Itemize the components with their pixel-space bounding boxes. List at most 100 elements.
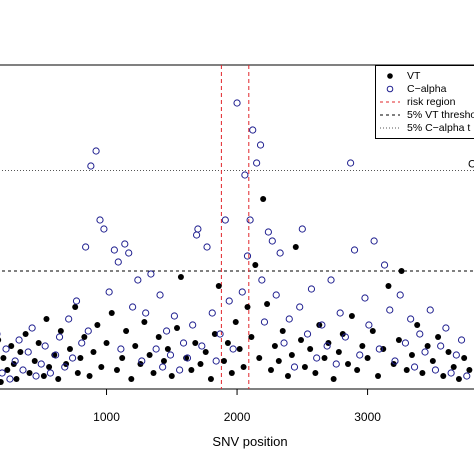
calpha-point — [303, 330, 312, 338]
vt-point — [90, 349, 97, 355]
calpha-point — [386, 306, 394, 314]
calpha-point — [117, 345, 125, 353]
calpha-point — [447, 369, 455, 377]
vt-point — [46, 364, 53, 370]
vt-point — [240, 364, 247, 370]
vt-point — [224, 340, 231, 346]
vt-point — [330, 376, 337, 382]
calpha-point — [46, 369, 55, 377]
vt-point — [307, 346, 314, 352]
calpha-point — [61, 363, 69, 371]
vt-point — [228, 370, 235, 376]
calpha-point — [318, 321, 326, 329]
vt-point — [288, 352, 295, 358]
calpha-point — [198, 342, 206, 350]
vt-point — [466, 367, 473, 373]
vt-point — [419, 370, 426, 376]
calpha-point — [285, 315, 293, 323]
vt-point — [429, 358, 436, 364]
vt-point — [155, 334, 162, 340]
vt-point — [284, 373, 291, 379]
x-axis: 0100020003000 — [93, 389, 381, 424]
calpha-point — [327, 276, 335, 284]
x-tick-label: 1000 — [93, 410, 120, 424]
calpha-point — [380, 261, 389, 269]
calpha-point — [84, 327, 92, 335]
vt-point — [74, 370, 81, 376]
vt-point — [211, 331, 218, 337]
calpha-point — [11, 357, 19, 365]
calpha-point — [24, 348, 32, 356]
x-tick-label: 3000 — [354, 410, 381, 424]
calpha-point — [370, 237, 378, 245]
legend-item-risk-region: risk region — [376, 96, 474, 108]
vt-point — [256, 355, 263, 361]
calpha-point — [170, 312, 178, 320]
legend-item-calpha: C−alpha — [376, 83, 474, 95]
legend-item-calpha-threshold: 5% C−alpha t — [376, 122, 474, 134]
calpha-point — [216, 330, 224, 338]
vt-point — [150, 370, 157, 376]
calpha-point — [243, 252, 252, 260]
calpha-point — [341, 333, 349, 341]
vt-point — [260, 196, 267, 202]
legend-label: 5% VT thresho — [407, 109, 474, 121]
calpha-point — [162, 327, 171, 335]
calpha-point — [212, 357, 220, 365]
vt-point — [450, 364, 457, 370]
calpha-point — [192, 231, 201, 239]
vt-point — [248, 334, 255, 340]
vt-point — [174, 325, 181, 331]
calpha-point — [307, 285, 316, 293]
vt-point — [177, 274, 184, 280]
vt-point — [244, 304, 251, 310]
reference-labels: C — [468, 159, 474, 171]
vt-point — [345, 361, 351, 367]
vt-point — [8, 343, 15, 349]
calpha-point — [208, 309, 216, 317]
vt-point — [86, 373, 93, 379]
vt-point — [94, 322, 101, 328]
calpha-point — [138, 357, 146, 365]
dashed-line-icon — [380, 114, 400, 116]
vt-point — [403, 367, 410, 373]
vt-point — [13, 376, 20, 382]
vt-point — [141, 319, 148, 325]
calpha-point — [442, 324, 450, 332]
calpha-point — [246, 216, 254, 224]
legend: VT C−alpha risk region 5% VT thresho 5% … — [375, 65, 474, 139]
vt-point — [364, 355, 371, 361]
vt-point — [298, 337, 305, 343]
calpha-point — [32, 372, 40, 380]
calpha-point — [114, 258, 122, 266]
vt-point — [395, 337, 402, 343]
calpha-point — [361, 294, 369, 302]
calpha-point — [15, 336, 23, 344]
vt-point — [4, 367, 11, 373]
vt-point — [236, 346, 243, 352]
calpha-point — [421, 348, 429, 356]
calpha-point — [410, 363, 419, 371]
vt-point — [375, 373, 382, 379]
vt-point — [252, 262, 259, 268]
calpha-point — [92, 147, 100, 155]
vt-point — [215, 283, 222, 289]
filled-circle-icon — [387, 73, 393, 79]
calpha-point — [68, 354, 77, 362]
calpha-point — [229, 345, 237, 353]
calpha-point — [323, 342, 331, 350]
calpha-point — [416, 330, 424, 338]
calpha-point — [72, 297, 81, 305]
vt-point — [31, 358, 38, 364]
calpha-point — [280, 339, 288, 347]
calpha-point — [268, 237, 276, 245]
calpha-point — [203, 243, 211, 251]
x-tick-label: 2000 — [224, 410, 251, 424]
calpha-point — [96, 216, 104, 224]
vt-point — [146, 352, 153, 358]
calpha-point — [121, 240, 129, 248]
vt-point — [108, 310, 115, 316]
vt-point — [461, 355, 468, 361]
calpha-point — [401, 339, 410, 347]
